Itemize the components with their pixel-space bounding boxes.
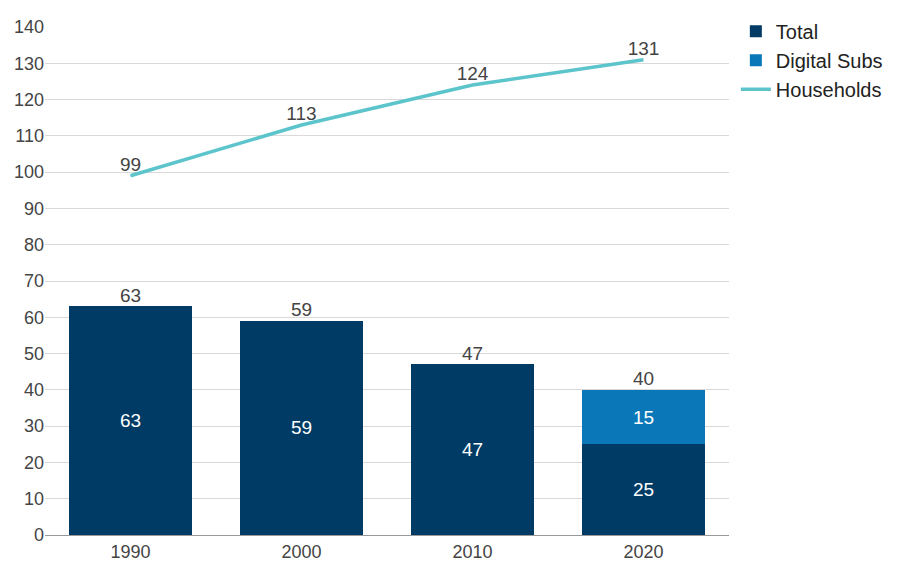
svg-text:Households: Households	[776, 79, 882, 101]
svg-text:1990: 1990	[110, 542, 150, 562]
svg-text:40: 40	[24, 380, 44, 400]
svg-text:63: 63	[120, 410, 141, 431]
svg-text:2020: 2020	[623, 542, 663, 562]
svg-text:47: 47	[462, 439, 483, 460]
svg-text:131: 131	[628, 38, 660, 59]
svg-text:59: 59	[291, 417, 312, 438]
svg-text:47: 47	[462, 343, 483, 364]
svg-text:140: 140	[14, 17, 44, 37]
svg-text:130: 130	[14, 54, 44, 74]
svg-text:2000: 2000	[281, 542, 321, 562]
svg-text:110: 110	[15, 126, 44, 146]
svg-text:113: 113	[286, 103, 316, 124]
svg-text:2010: 2010	[452, 542, 492, 562]
svg-text:Total: Total	[776, 21, 818, 43]
svg-text:80: 80	[24, 235, 44, 255]
svg-text:Digital Subs: Digital Subs	[776, 50, 883, 72]
svg-text:20: 20	[24, 453, 44, 473]
svg-text:70: 70	[24, 271, 44, 291]
svg-text:60: 60	[24, 308, 44, 328]
svg-text:99: 99	[120, 154, 141, 175]
svg-text:0: 0	[34, 525, 44, 545]
svg-text:15: 15	[633, 407, 654, 428]
svg-text:50: 50	[24, 344, 44, 364]
svg-text:25: 25	[633, 479, 654, 500]
svg-text:124: 124	[457, 63, 489, 84]
svg-text:59: 59	[291, 299, 312, 320]
svg-text:90: 90	[24, 199, 44, 219]
svg-text:63: 63	[120, 285, 141, 306]
svg-text:10: 10	[24, 489, 44, 509]
svg-text:40: 40	[633, 368, 654, 389]
svg-text:100: 100	[14, 162, 44, 182]
svg-text:30: 30	[24, 416, 44, 436]
svg-text:120: 120	[14, 90, 44, 110]
